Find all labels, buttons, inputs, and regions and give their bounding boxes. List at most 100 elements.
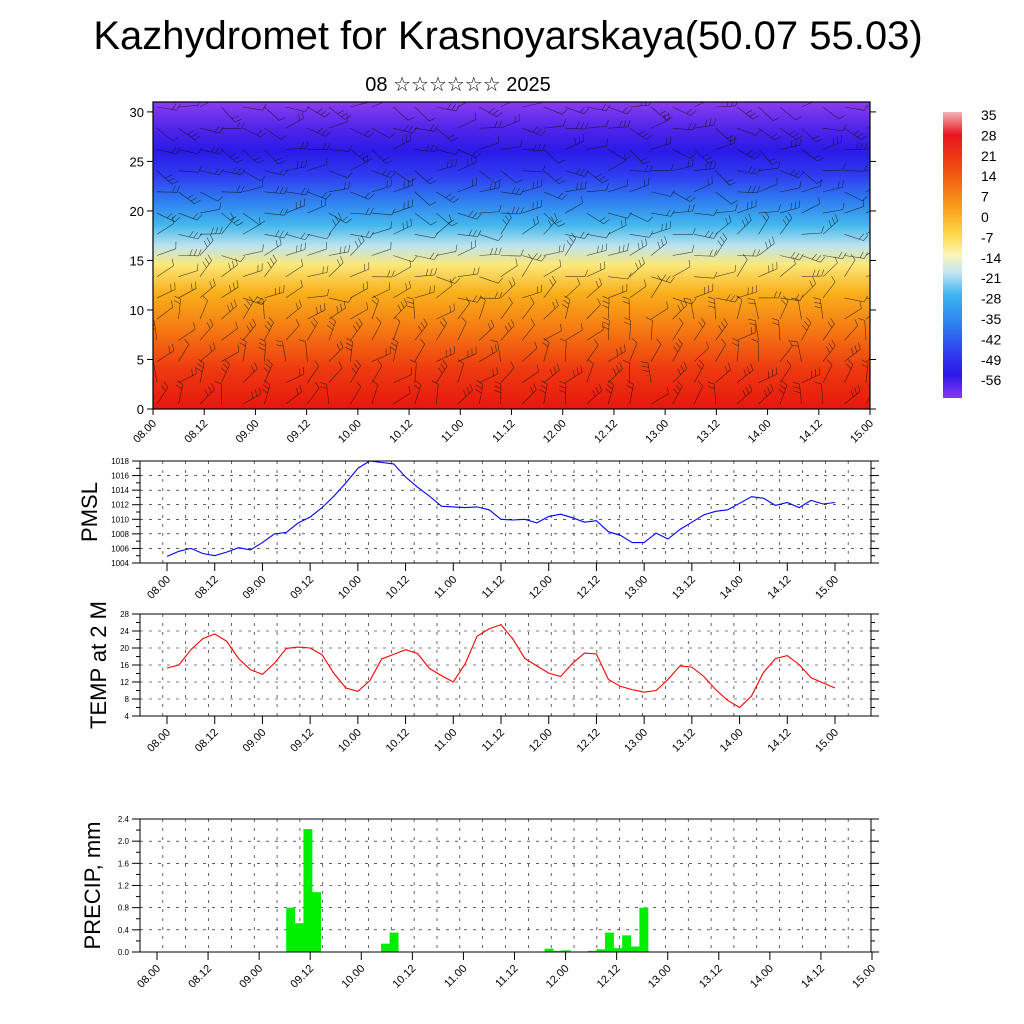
wind-barb-feather: [204, 389, 209, 397]
wind-barb-feather: [366, 154, 369, 162]
wind-barb: [522, 371, 539, 384]
wind-barb: [393, 321, 401, 341]
wind-barb-feather: [176, 185, 180, 193]
wind-barb: [693, 183, 713, 193]
wind-barb-feather: [305, 159, 307, 167]
precip-panel: 2.4 2.0 1.6 1.2 0.8 0.4 0.0 08.00 08.12 09.00 09.1…: [80, 815, 879, 991]
wind-barb-feather: [533, 383, 537, 390]
wind-barb-feather: [224, 359, 230, 365]
wind-barb-feather: [490, 248, 493, 255]
wind-barb-feather: [641, 365, 649, 368]
wind-barb-feather: [540, 129, 546, 136]
wind-barb-feather: [320, 304, 322, 312]
wind-barb-feather: [560, 323, 562, 331]
wind-barb-feather: [385, 160, 393, 164]
x-tick-label: 13.12: [670, 574, 698, 602]
wind-barb-feather: [256, 296, 264, 300]
wind-barb: [586, 363, 594, 383]
wind-barb-feather: [340, 112, 348, 117]
precip-bar: [544, 948, 554, 952]
wind-barb: [522, 291, 542, 299]
wind-barb-feather: [534, 341, 538, 349]
wind-barb-feather: [268, 317, 274, 323]
wind-barb-feather: [755, 129, 761, 136]
wind-barb: [478, 384, 484, 405]
wind-barb-feather: [391, 208, 396, 216]
wind-barb-feather: [771, 318, 779, 321]
wind-barb-feather: [877, 101, 880, 107]
wind-barb-feather: [389, 346, 396, 351]
wind-barb-feather: [345, 342, 353, 347]
wind-barb-feather: [219, 148, 224, 155]
wind-barb-feather: [557, 192, 564, 199]
wind-barb-feather: [278, 160, 285, 165]
wind-barb: [393, 127, 413, 134]
wind-barb: [371, 248, 391, 256]
wind-barb-feather: [536, 254, 542, 261]
wind-barb: [414, 362, 417, 383]
wind-barb: [672, 165, 693, 171]
wind-barb: [371, 228, 392, 235]
wind-barb-feather: [597, 298, 601, 305]
wind-barb-feather: [191, 133, 198, 138]
wind-barb-feather: [417, 325, 423, 332]
wind-barb: [715, 221, 732, 235]
wind-barb: [586, 304, 601, 320]
wind-barb-feather: [365, 157, 373, 163]
wind-barb-feather: [746, 149, 753, 155]
wind-barb: [543, 330, 562, 341]
wind-barb: [393, 341, 398, 362]
wind-barb-feather: [601, 244, 603, 252]
wind-barb-feather: [692, 228, 696, 235]
wind-barb-feather: [536, 364, 539, 372]
wind-barb-feather: [886, 163, 888, 170]
wind-barb-feather: [530, 318, 535, 325]
wind-barb-feather: [389, 282, 391, 290]
precip-bar: [294, 923, 304, 952]
wind-barb-feather: [713, 161, 717, 169]
x-tick-label: 10.00: [336, 574, 364, 602]
wind-barb-feather: [756, 186, 761, 193]
wind-barb-feather: [241, 185, 245, 193]
wind-barb-feather: [791, 344, 799, 347]
wind-barb-feather: [625, 155, 632, 161]
wind-barb: [350, 127, 369, 138]
wind-barb-feather: [445, 193, 452, 199]
wind-barb-feather: [641, 361, 649, 364]
wind-barb: [199, 149, 220, 155]
wind-barb: [608, 185, 628, 193]
wind-barb: [285, 205, 305, 214]
wind-barb-feather: [541, 380, 548, 385]
wind-barb-feather: [193, 232, 198, 239]
wind-barb: [264, 384, 271, 405]
wind-barb: [350, 102, 370, 108]
wind-barb: [629, 244, 647, 256]
wind-barb: [156, 265, 174, 277]
wind-barb-feather: [771, 161, 779, 165]
wind-barb-feather: [343, 245, 346, 253]
wind-barb: [865, 127, 870, 129]
wind-barb: [628, 299, 630, 320]
wind-barb: [801, 203, 820, 214]
wind-barb-feather: [689, 197, 696, 202]
wind-barb-feather: [437, 367, 443, 374]
wind-barb-feather: [492, 110, 499, 115]
x-tick-label: 13.00: [643, 418, 671, 446]
wind-barb-feather: [339, 340, 344, 348]
wind-barb-feather: [859, 301, 862, 309]
wind-barb-feather: [429, 286, 431, 294]
wind-barb: [672, 106, 691, 116]
wind-barb: [307, 322, 318, 341]
wind-barb-feather: [448, 214, 452, 222]
wind-barb: [586, 212, 604, 225]
wind-barb-feather: [301, 187, 306, 195]
wind-barb-feather: [815, 138, 823, 143]
wind-barb-feather: [322, 266, 325, 274]
y-tick-label: 20: [130, 204, 144, 219]
wind-barb-feather: [261, 388, 268, 394]
wind-barb-feather: [402, 137, 404, 145]
wind-barb-feather: [853, 130, 860, 135]
precip-bar: [380, 943, 390, 952]
wind-barb: [564, 299, 571, 320]
wind-barb-feather: [873, 242, 875, 249]
